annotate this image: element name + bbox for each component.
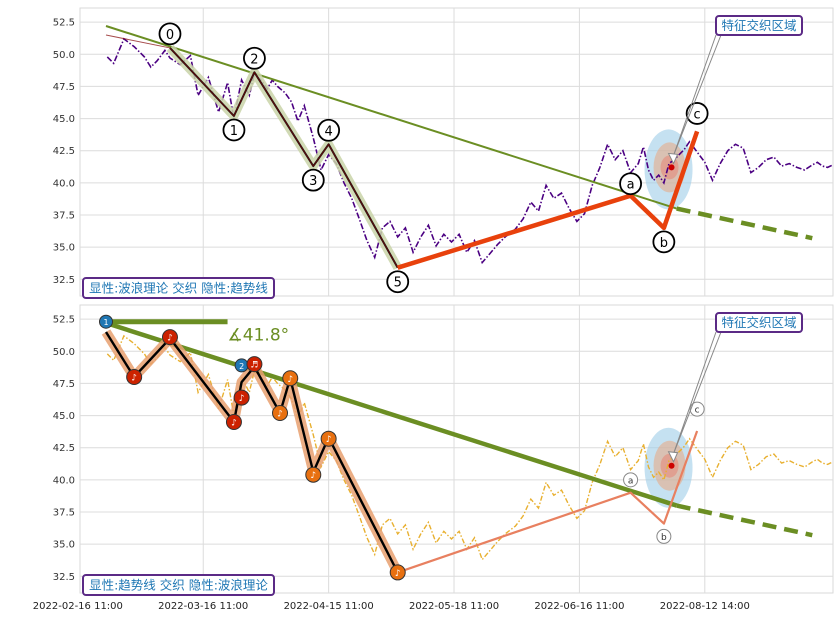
wave-marker-glyph: ♪	[310, 471, 316, 481]
wave-label-circle	[222, 118, 246, 142]
intersection-point	[668, 164, 675, 171]
corrective-path	[397, 430, 699, 574]
wave-label-circle	[317, 118, 341, 142]
legend-label: 显性:趋势线 交织 隐性:波浪理论	[89, 578, 268, 593]
wave-marker-glyph: ♪	[231, 419, 237, 429]
corrective-path	[397, 130, 700, 270]
wave-label-circle	[619, 172, 642, 196]
wave-label-circle	[301, 168, 325, 192]
wave-marker-glyph: ♪	[167, 334, 173, 344]
wave-label-c: c	[694, 107, 701, 122]
wave-marker-glyph: ♪	[395, 569, 401, 579]
intersection-point	[668, 462, 675, 469]
wave-marker-glyph: 2	[239, 362, 244, 371]
annotation-label: 特征交织区域	[721, 315, 796, 330]
wave-label-1: 1	[230, 124, 238, 139]
wave-label-3: 3	[309, 174, 317, 189]
annotation-box	[715, 15, 803, 36]
wave-marker	[320, 430, 337, 447]
annotation-box	[715, 312, 803, 333]
price-series	[106, 334, 834, 561]
wave-label-circle	[656, 528, 672, 544]
trendline	[105, 25, 677, 210]
y-tick-label: 42.5	[53, 146, 75, 157]
trendline-projection	[676, 503, 813, 538]
y-tick-label: 37.5	[53, 211, 75, 222]
y-tick-label: 45.0	[53, 411, 75, 422]
panel-bottom: 52.5 50.0 47.5 45.0 42.5 40.0 37.5 35.0 32.5 ∡41.…	[53, 304, 834, 596]
wave-label-circle	[158, 22, 182, 46]
y-tick-label: 47.5	[53, 82, 75, 93]
y-tick-label: 50.0	[53, 50, 75, 61]
wave-label-circle	[243, 46, 266, 70]
x-tick-label: 2022-08-12 14:00	[660, 601, 750, 612]
annotation-label: 特征交织区域	[721, 18, 796, 33]
wave-marker	[282, 370, 299, 387]
wave-marker	[225, 414, 242, 430]
wave-label-circle	[652, 230, 676, 254]
wave-label-b: b	[660, 236, 668, 251]
plot-area	[79, 304, 834, 594]
y-tick-label: 42.5	[53, 443, 75, 454]
y-tick-label: 47.5	[53, 379, 75, 390]
wave-marker	[305, 466, 322, 483]
y-tick-label: 50.0	[53, 347, 75, 358]
trendline-projection	[676, 206, 813, 241]
x-tick-label: 2022-03-16 11:00	[158, 601, 248, 612]
wave-label-a: a	[628, 476, 634, 486]
wave-marker	[233, 389, 250, 406]
wave-marker-glyph: ♬	[250, 361, 258, 371]
y-tick-label: 35.0	[53, 540, 75, 551]
plot-area	[79, 7, 834, 297]
x-tick-label: 2022-05-18 11:00	[409, 601, 499, 612]
legend-box	[82, 277, 275, 299]
annotation-arrowhead	[667, 451, 679, 463]
wave-thin-line	[105, 34, 399, 268]
wave-marker	[99, 314, 113, 329]
wave-marker-glyph: ♪	[239, 394, 245, 404]
wave-label-0: 0	[166, 28, 174, 43]
angle-label: ∡41.8°	[228, 326, 290, 346]
wave-marker-glyph: ♪	[131, 374, 137, 384]
wave-label-4: 4	[324, 124, 332, 139]
wave-marker-glyph: ♪	[287, 375, 293, 385]
legend-box	[82, 574, 275, 596]
x-tick-label: 2022-06-16 11:00	[534, 601, 624, 612]
y-tick-label: 35.0	[53, 243, 75, 254]
wave-marker	[126, 369, 143, 385]
wave-label-b: b	[661, 533, 667, 543]
y-tick-label: 45.0	[53, 114, 75, 125]
price-series	[106, 37, 834, 265]
y-tick-label: 40.0	[53, 475, 75, 486]
wave-label-c: c	[695, 406, 700, 416]
wave-label-a: a	[627, 178, 635, 193]
y-tick-label: 32.5	[53, 572, 75, 583]
wave-label-circle	[689, 401, 705, 417]
panel-top: 52.5 50.0 47.5 45.0 42.5 40.0 37.5 35.0 32.5 0 1 2 3…	[53, 7, 834, 299]
wave-label-circle	[623, 472, 639, 488]
wave-marker-glyph: ♪	[277, 410, 283, 420]
wave-marker	[389, 564, 406, 581]
x-tick-label: 2022-02-16 11:00	[33, 601, 123, 612]
trendline	[105, 320, 678, 508]
wave-label-5: 5	[394, 276, 402, 291]
wave-marker	[161, 329, 178, 346]
annotation-arrowhead	[667, 152, 679, 165]
wave-label-2: 2	[250, 52, 258, 67]
y-tick-label: 52.5	[53, 315, 75, 326]
wave-label-circle	[386, 270, 410, 294]
y-tick-label: 32.5	[53, 275, 75, 286]
wave-marker	[246, 356, 263, 373]
x-tick-label: 2022-04-15 11:00	[284, 601, 374, 612]
legend-label: 显性:波浪理论 交织 隐性:趋势线	[89, 281, 268, 296]
wave-marker-glyph: 1	[103, 318, 108, 327]
wave-marker	[272, 405, 289, 421]
wave-marker-glyph: ♪	[326, 435, 332, 445]
y-tick-label: 40.0	[53, 178, 75, 189]
y-tick-label: 37.5	[53, 508, 75, 519]
y-tick-label: 52.5	[53, 18, 75, 29]
